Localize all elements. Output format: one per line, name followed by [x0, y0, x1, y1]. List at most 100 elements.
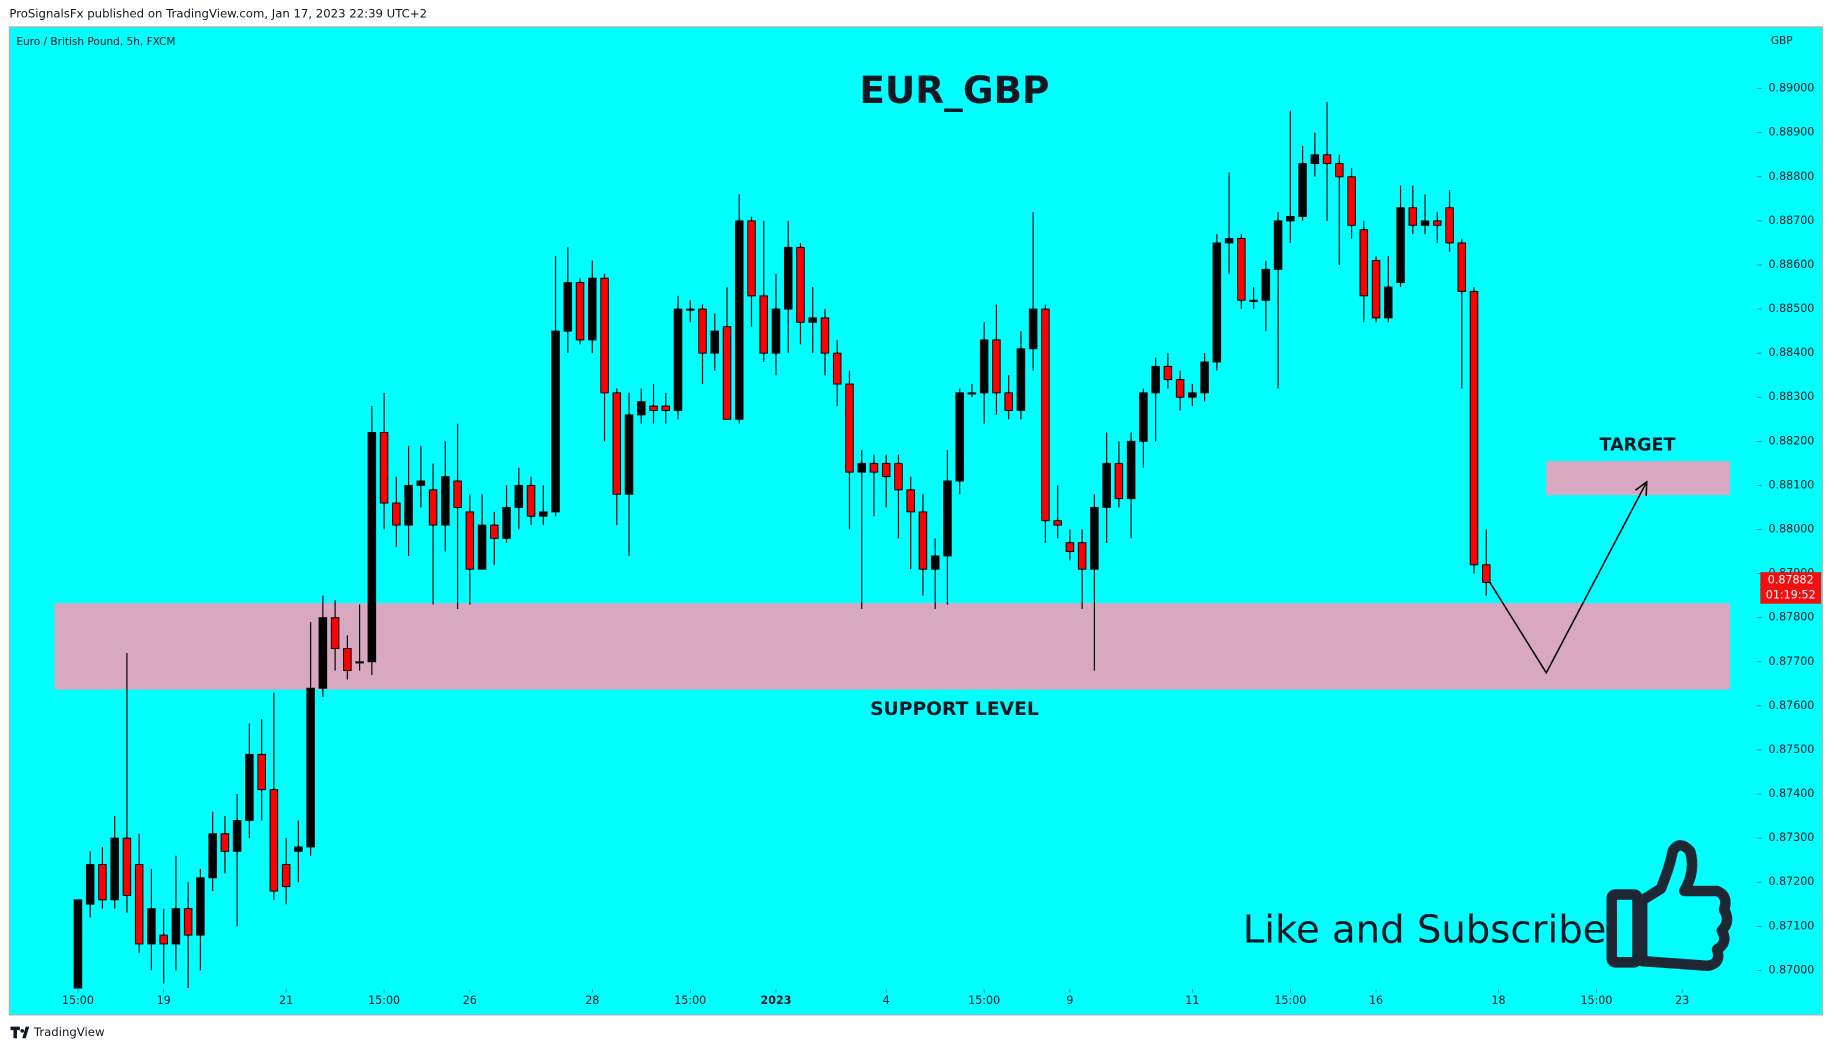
x-tick-label: 15:00 [968, 994, 1000, 1007]
candle-body [734, 220, 744, 420]
candle-body [526, 484, 536, 517]
candle-body [134, 864, 144, 945]
candle-body [906, 489, 915, 513]
y-tick-label: 0.89000 [1769, 82, 1815, 95]
candle-body [98, 864, 107, 901]
candle-body [673, 308, 683, 411]
candle-body [441, 476, 450, 526]
projection-path [1489, 481, 1648, 675]
x-tick-label: 19 [157, 994, 171, 1007]
x-tick-label: 18 [1491, 994, 1505, 1007]
candle-body [171, 908, 181, 945]
candle-body [1212, 242, 1222, 363]
candle-body [294, 846, 303, 852]
candle-body [747, 220, 756, 297]
candle-body [1433, 220, 1442, 226]
candle-body [1224, 238, 1234, 244]
candle-body [771, 308, 781, 354]
candle-body [1249, 299, 1258, 302]
candle-body [159, 934, 168, 945]
candle-body [1347, 176, 1356, 226]
candle-body [1126, 440, 1136, 500]
countdown: 01:19:52 [1766, 589, 1816, 602]
candle-body [637, 401, 646, 416]
candle-body [490, 524, 499, 539]
candle-body [73, 899, 83, 989]
candle-body [943, 480, 952, 557]
candle-body [110, 837, 119, 901]
candle-body [1065, 542, 1075, 553]
candle-body [624, 414, 634, 495]
candle-body [783, 246, 793, 310]
candle-body [832, 352, 842, 385]
y-tick-label: 0.88800 [1769, 170, 1815, 183]
candle-body [992, 339, 1001, 394]
candle-body [453, 480, 462, 508]
y-tick-label: 0.88900 [1769, 126, 1815, 139]
candle-body [355, 661, 364, 664]
candle-body [857, 462, 866, 473]
candle-body [1175, 379, 1185, 398]
candle-body [563, 282, 573, 332]
candle-body [367, 432, 377, 663]
x-tick-label: 16 [1369, 994, 1383, 1007]
candle-body [1469, 290, 1479, 566]
currency: GBP [1771, 35, 1793, 47]
candle-body [1004, 392, 1013, 411]
candle-body [208, 833, 217, 879]
x-tick-label: 15:00 [62, 994, 94, 1007]
candle-body [1237, 238, 1246, 301]
y-tick-label: 0.87500 [1769, 743, 1815, 756]
candle-body [808, 317, 817, 323]
candle-body [845, 383, 854, 473]
brand: TradingView [10, 1025, 105, 1039]
candle-body [979, 339, 989, 394]
y-tick-label: 0.87700 [1769, 655, 1815, 668]
candle-body [122, 837, 132, 896]
candle-body [1114, 462, 1124, 500]
y-tick-label: 0.88300 [1769, 390, 1815, 403]
x-tick-label: 9 [1066, 994, 1073, 1007]
candle-body [575, 282, 585, 341]
candle-body [1053, 520, 1062, 526]
x-tick-label: 28 [585, 994, 599, 1007]
candle-body [392, 502, 401, 526]
candle-body [759, 295, 768, 354]
target-zone [1546, 461, 1730, 496]
candle-body [1322, 154, 1332, 165]
y-tick-label: 0.87800 [1769, 611, 1815, 624]
candle-body [502, 506, 511, 539]
arrow-head [1634, 480, 1648, 496]
candle-body [661, 405, 671, 411]
thumbs-up-icon [1606, 840, 1733, 972]
y-tick-label: 0.88600 [1769, 258, 1815, 271]
candle-body [1335, 163, 1344, 178]
candle-body [1102, 462, 1111, 508]
last-price-tag [1760, 572, 1822, 604]
candle-body [869, 462, 879, 473]
y-tick-label: 0.87000 [1769, 963, 1815, 976]
candle-body [245, 753, 254, 821]
x-tick-label: 21 [279, 994, 293, 1007]
candle-body [257, 753, 266, 791]
candle-body [306, 687, 315, 848]
candle-body [1090, 506, 1099, 570]
y-tick-label: 0.88100 [1769, 478, 1815, 491]
x-tick-label: 2023 [761, 994, 792, 1007]
chart-title: EUR_GBP [859, 68, 1049, 112]
candle-body [379, 432, 389, 504]
x-tick-label: 26 [463, 994, 477, 1007]
candle-body [85, 864, 95, 905]
y-tick-label: 0.88200 [1769, 434, 1815, 447]
x-tick-label: 4 [883, 994, 890, 1007]
x-tick-label: 15:00 [1580, 994, 1612, 1007]
y-tick-label: 0.88000 [1769, 523, 1815, 536]
candle-body [722, 326, 732, 420]
symbol-line: Euro / British Pound, 5h, FXCM [16, 36, 175, 48]
candle-body [685, 308, 695, 311]
candle-body [1273, 220, 1283, 270]
candle-body [1384, 286, 1393, 319]
candle-body [1420, 220, 1430, 226]
candle-body [1298, 163, 1307, 217]
candle-body [465, 511, 475, 570]
